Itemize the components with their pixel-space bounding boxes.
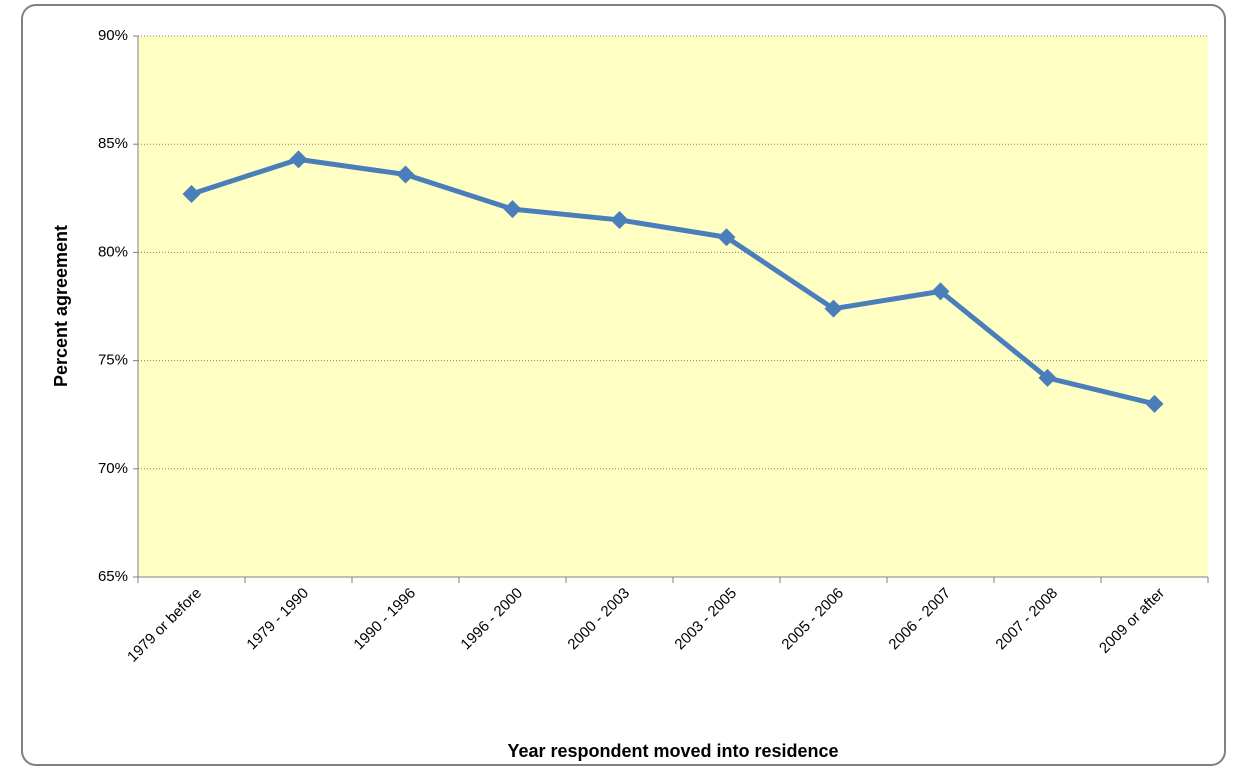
data-point	[717, 228, 736, 247]
data-line	[190, 156, 1156, 407]
data-point	[503, 200, 522, 219]
y-axis-title: Percent agreement	[51, 225, 71, 387]
data-point	[1145, 394, 1164, 413]
x-axis-title: Year respondent moved into residence	[507, 741, 838, 761]
y-tick-label: 90%	[98, 27, 128, 44]
y-tick-label: 85%	[98, 135, 128, 152]
y-tick-label: 75%	[98, 352, 128, 369]
data-point	[931, 282, 950, 301]
data-point	[396, 165, 415, 184]
data-point	[182, 184, 201, 203]
data-point	[1038, 368, 1057, 387]
plot-area	[138, 36, 1208, 577]
data-point	[289, 150, 308, 169]
y-tick-label: 70%	[98, 460, 128, 477]
data-point	[610, 210, 629, 229]
y-tick-label: 65%	[98, 568, 128, 585]
y-tick-label: 80%	[98, 243, 128, 260]
data-point	[824, 299, 843, 318]
